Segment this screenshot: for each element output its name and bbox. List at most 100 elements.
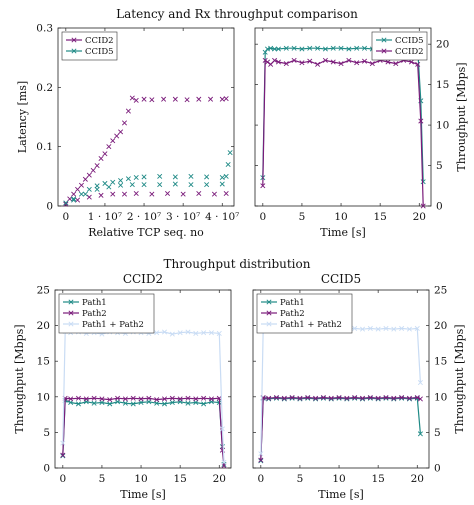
- data-point: [184, 97, 190, 103]
- series-path1-path2: [60, 328, 227, 465]
- y-tick-label: 0.1: [36, 141, 53, 153]
- data-point: [185, 395, 191, 401]
- data-point: [291, 45, 297, 51]
- data-point: [60, 440, 66, 446]
- data-point: [273, 395, 279, 401]
- data-point: [91, 400, 97, 406]
- x-tick-label: 15: [373, 211, 386, 223]
- data-point: [122, 400, 128, 406]
- y-tick-label: 25: [434, 285, 447, 297]
- data-point: [268, 61, 274, 67]
- series-line: [260, 327, 421, 454]
- data-point: [328, 395, 334, 401]
- data-point: [359, 395, 366, 401]
- data-point: [221, 459, 227, 465]
- data-point: [107, 401, 113, 407]
- legend-marker: [68, 310, 74, 316]
- data-point: [177, 396, 183, 402]
- x-tick-label: 0: [257, 473, 264, 485]
- data-point: [115, 395, 121, 401]
- x-tick-label: 5: [99, 473, 106, 485]
- x-axis-label: Time [s]: [120, 488, 166, 501]
- data-point: [122, 396, 128, 402]
- data-point: [383, 394, 389, 401]
- data-point: [299, 46, 305, 52]
- data-point: [193, 330, 199, 336]
- data-point: [118, 177, 124, 184]
- y-tick-label: 0: [43, 463, 50, 475]
- data-point: [415, 61, 421, 67]
- legend-marker: [381, 37, 387, 43]
- x-tick-label: 10: [332, 473, 345, 485]
- y-tick-label: 5: [436, 160, 443, 172]
- y-axis-label: Throughput [Mbps]: [455, 62, 468, 171]
- x-tick-label: 10: [134, 473, 147, 485]
- data-point: [161, 329, 168, 335]
- data-point: [63, 201, 69, 207]
- data-point: [94, 186, 100, 192]
- data-point: [169, 331, 175, 337]
- data-point: [258, 457, 264, 463]
- data-point: [393, 61, 399, 67]
- data-point: [196, 191, 202, 197]
- data-point: [118, 129, 124, 135]
- x-tick-label: 15: [173, 473, 186, 485]
- data-point: [141, 174, 147, 180]
- data-point: [315, 61, 321, 67]
- data-point: [225, 161, 231, 167]
- data-point: [68, 396, 74, 402]
- data-point: [414, 325, 420, 331]
- data-point: [146, 395, 152, 401]
- data-point: [359, 326, 366, 332]
- legend-box: [61, 31, 118, 61]
- y-tick-label: 15: [37, 356, 50, 368]
- data-point: [289, 394, 295, 401]
- data-point: [157, 173, 163, 179]
- x-tick-label: 0: [59, 473, 66, 485]
- legend-label: CCID2: [395, 47, 424, 57]
- data-point: [344, 395, 350, 401]
- data-point: [185, 329, 191, 335]
- y-tick-label: 15: [434, 356, 447, 368]
- x-tick-label: 5: [297, 473, 304, 485]
- series-line: [260, 396, 421, 461]
- series-ccid2: [260, 57, 426, 209]
- data-point: [273, 394, 279, 401]
- y-tick-label: 20: [436, 39, 449, 51]
- data-point: [330, 59, 336, 65]
- data-point: [219, 426, 225, 432]
- subplot-title: CCID2: [123, 272, 163, 286]
- data-point: [133, 191, 139, 197]
- y-tick-label: 20: [37, 320, 50, 332]
- legend-label: CCID5: [395, 36, 424, 46]
- data-point: [157, 182, 163, 188]
- data-point: [130, 395, 136, 401]
- x-tick-label: 5: [299, 211, 306, 223]
- data-point: [266, 395, 272, 401]
- data-point: [208, 330, 214, 336]
- data-point: [262, 49, 268, 55]
- data-point: [177, 330, 183, 336]
- data-point: [383, 325, 389, 331]
- data-point: [281, 395, 287, 401]
- data-point: [211, 191, 217, 197]
- data-point: [172, 96, 178, 102]
- x-tick-label: 0: [62, 211, 69, 223]
- data-point: [361, 58, 368, 64]
- legend-label: Path2: [280, 309, 305, 319]
- y-tick-label: 20: [434, 320, 447, 332]
- data-point: [110, 191, 116, 197]
- y-tick-label: 0.3: [36, 23, 53, 35]
- data-point: [320, 394, 326, 401]
- y-axis-label: Throughput [Mbps]: [13, 324, 26, 433]
- data-point: [258, 458, 264, 464]
- data-point: [130, 401, 136, 407]
- series-line: [62, 330, 225, 463]
- data-point: [406, 326, 412, 332]
- data-point: [78, 182, 84, 188]
- data-point: [258, 451, 264, 457]
